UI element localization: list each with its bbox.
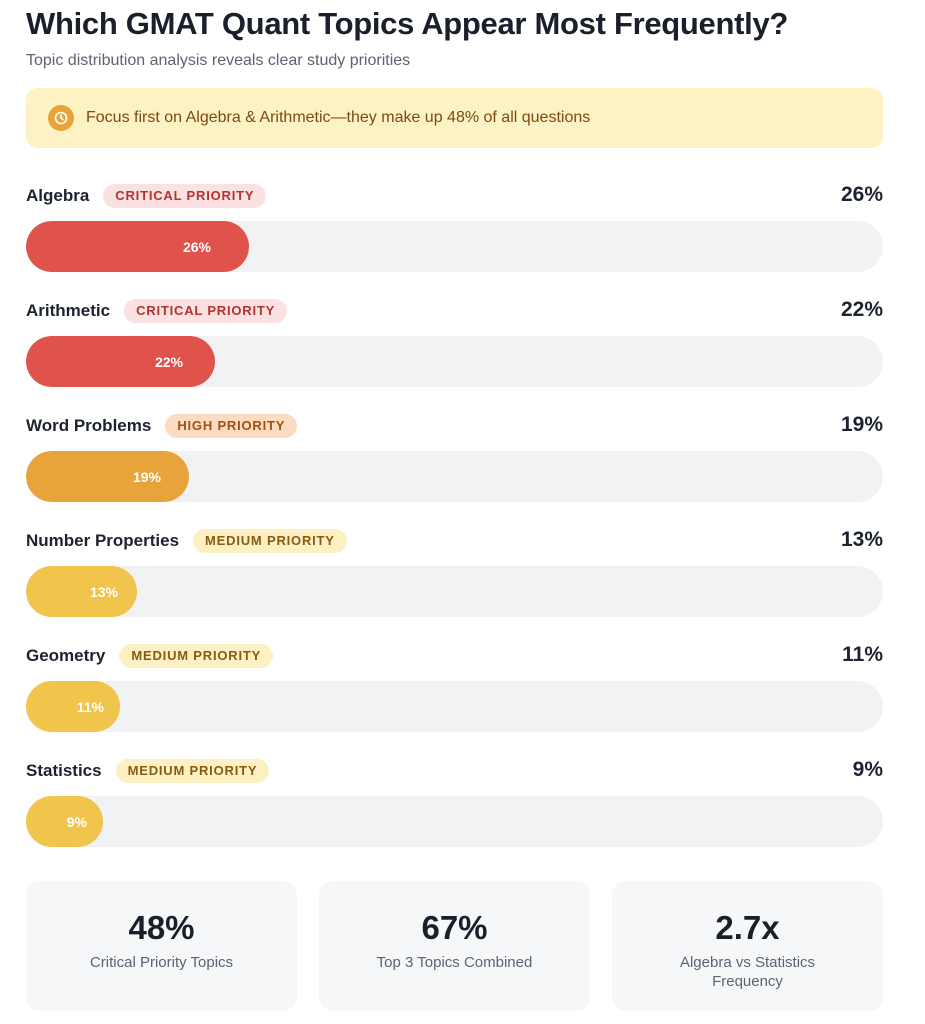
bar-fill: 19% xyxy=(26,451,189,502)
bar-track: 9% xyxy=(26,796,883,847)
stat-card: 2.7x Algebra vs Statistics Frequency xyxy=(612,881,883,1011)
bar-fill: 11% xyxy=(26,681,120,732)
priority-badge: MEDIUM PRIORITY xyxy=(193,529,347,553)
bar-row: Word Problems HIGH PRIORITY 19% 19% xyxy=(26,411,883,516)
percentage-value: 22% xyxy=(840,298,883,321)
bar-row-header: Word Problems HIGH PRIORITY 19% xyxy=(26,411,883,441)
priority-badge: MEDIUM PRIORITY xyxy=(119,644,274,668)
bar-fill: 22% xyxy=(26,336,215,387)
percentage-value: 19% xyxy=(840,413,883,436)
page-subtitle: Topic distribution analysis reveals clea… xyxy=(26,52,411,69)
bar-data-label: 22% xyxy=(154,353,183,370)
insight-banner: Focus first on Algebra & Arithmetic—they… xyxy=(26,88,883,148)
bar-fill: 26% xyxy=(26,221,249,272)
category-label: Algebra xyxy=(26,186,90,205)
bar-row-header: Arithmetic CRITICAL PRIORITY 22% xyxy=(26,296,883,326)
percentage-value: 11% xyxy=(842,643,883,666)
bar-data-label: 13% xyxy=(89,583,118,600)
bar-row-header: Geometry MEDIUM PRIORITY 11% xyxy=(26,641,883,671)
bar-track: 11% xyxy=(26,681,883,732)
bar-row-header: Algebra CRITICAL PRIORITY 26% xyxy=(26,181,883,211)
priority-badge: CRITICAL PRIORITY xyxy=(103,184,267,208)
stat-value: 2.7x xyxy=(715,909,780,946)
insight-banner-text: Focus first on Algebra & Arithmetic—they… xyxy=(86,109,591,126)
percentage-value: 9% xyxy=(852,758,883,781)
category-label: Geometry xyxy=(26,646,106,665)
bar-data-label: 9% xyxy=(66,813,87,830)
category-label: Word Problems xyxy=(26,416,152,435)
bar-row: Algebra CRITICAL PRIORITY 26% 26% xyxy=(26,181,883,286)
bar-data-label: 19% xyxy=(132,468,161,485)
bar-track: 22% xyxy=(26,336,883,387)
stat-value: 67% xyxy=(421,909,488,946)
bar-row-header: Number Properties MEDIUM PRIORITY 13% xyxy=(26,526,883,556)
category-label: Arithmetic xyxy=(26,301,111,320)
bar-track: 19% xyxy=(26,451,883,502)
stat-card: 48% Critical Priority Topics xyxy=(26,881,297,1011)
stat-label: Top 3 Topics Combined xyxy=(376,954,533,971)
stat-label: Critical Priority Topics xyxy=(89,954,234,971)
bar-fill: 9% xyxy=(26,796,103,847)
bar-track: 26% xyxy=(26,221,883,272)
bar-row: Arithmetic CRITICAL PRIORITY 22% 22% xyxy=(26,296,883,401)
priority-badge: HIGH PRIORITY xyxy=(165,414,298,438)
percentage-value: 13% xyxy=(840,528,883,551)
bar-row: Geometry MEDIUM PRIORITY 11% 11% xyxy=(26,641,883,746)
clock-icon xyxy=(48,105,74,131)
percentage-value: 26% xyxy=(840,183,883,206)
category-label: Number Properties xyxy=(26,531,180,550)
bar-row: Statistics MEDIUM PRIORITY 9% 9% xyxy=(26,756,883,861)
page-title: Which GMAT Quant Topics Appear Most Freq… xyxy=(26,6,789,41)
stat-label: Algebra vs Statistics Frequency xyxy=(679,954,816,990)
bar-data-label: 11% xyxy=(76,698,104,715)
bar-row-header: Statistics MEDIUM PRIORITY 9% xyxy=(26,756,883,786)
stat-card: 67% Top 3 Topics Combined xyxy=(319,881,590,1011)
stat-value: 48% xyxy=(128,909,195,946)
priority-badge: CRITICAL PRIORITY xyxy=(124,299,288,323)
bar-track: 13% xyxy=(26,566,883,617)
category-label: Statistics xyxy=(26,761,102,780)
bar-fill: 13% xyxy=(26,566,137,617)
bar-data-label: 26% xyxy=(182,238,211,255)
bar-row: Number Properties MEDIUM PRIORITY 13% 13% xyxy=(26,526,883,631)
priority-badge: MEDIUM PRIORITY xyxy=(115,759,270,783)
